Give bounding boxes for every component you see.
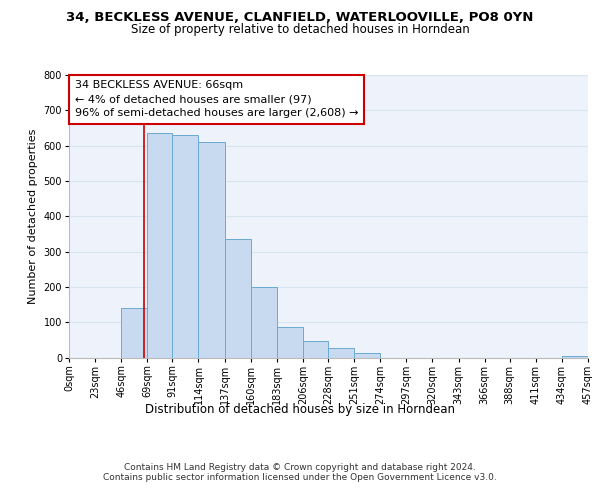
Bar xyxy=(121,308,148,358)
Bar xyxy=(224,239,251,358)
Bar xyxy=(328,348,354,358)
Text: 34 BECKLESS AVENUE: 66sqm
← 4% of detached houses are smaller (97)
96% of semi-d: 34 BECKLESS AVENUE: 66sqm ← 4% of detach… xyxy=(74,80,358,118)
Bar xyxy=(303,341,328,357)
Bar xyxy=(354,354,380,358)
Y-axis label: Number of detached properties: Number of detached properties xyxy=(28,128,38,304)
Bar xyxy=(172,135,199,358)
Bar xyxy=(199,142,224,358)
Text: Distribution of detached houses by size in Horndean: Distribution of detached houses by size … xyxy=(145,402,455,415)
Bar xyxy=(148,134,172,358)
Text: 34, BECKLESS AVENUE, CLANFIELD, WATERLOOVILLE, PO8 0YN: 34, BECKLESS AVENUE, CLANFIELD, WATERLOO… xyxy=(67,11,533,24)
Text: Contains HM Land Registry data © Crown copyright and database right 2024.: Contains HM Land Registry data © Crown c… xyxy=(124,462,476,471)
Text: Contains public sector information licensed under the Open Government Licence v3: Contains public sector information licen… xyxy=(103,472,497,482)
Bar xyxy=(277,328,303,358)
Bar xyxy=(562,356,588,358)
Text: Size of property relative to detached houses in Horndean: Size of property relative to detached ho… xyxy=(131,24,469,36)
Bar xyxy=(251,287,277,358)
